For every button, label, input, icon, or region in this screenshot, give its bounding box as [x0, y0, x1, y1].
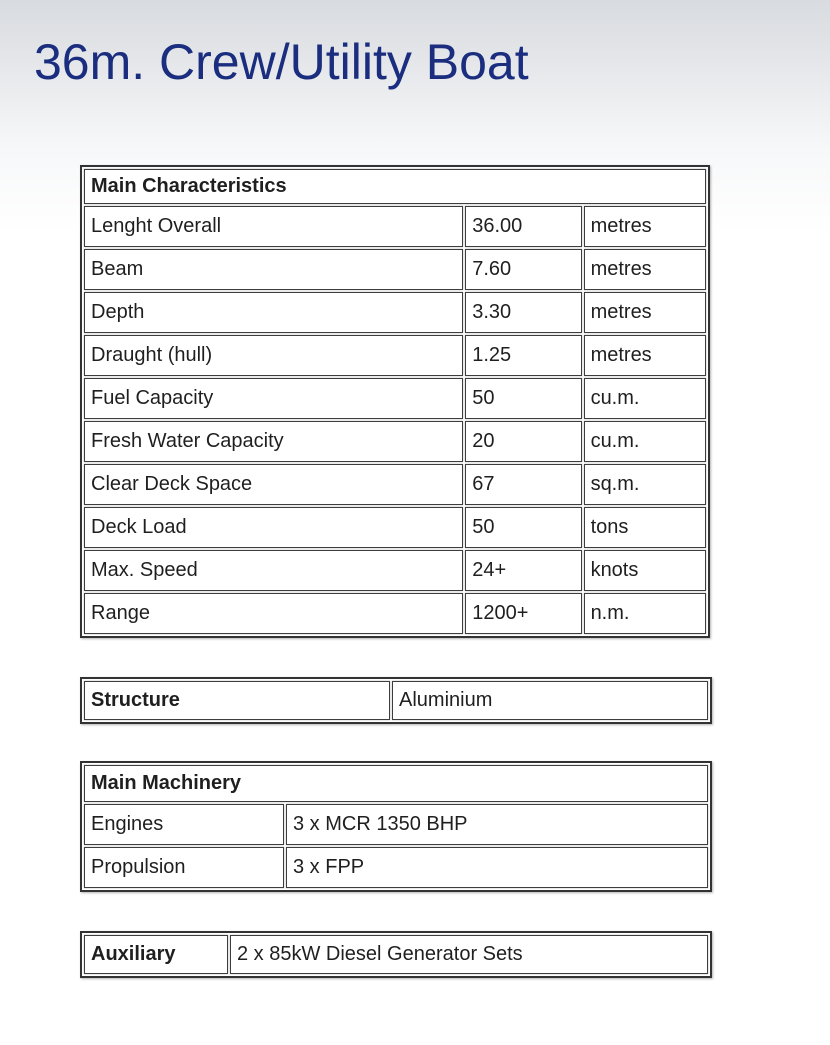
spec-unit: cu.m.: [583, 377, 706, 419]
spec-label: Max. Speed: [84, 549, 464, 591]
spec-label: Engines: [84, 803, 284, 845]
content-area: Main Characteristics Lenght Overall 36.0…: [80, 164, 713, 978]
spec-label: Lenght Overall: [84, 205, 464, 247]
structure-value: Aluminium: [392, 680, 708, 720]
table-row: Lenght Overall 36.00 metres: [84, 205, 706, 247]
spec-label: Fuel Capacity: [84, 377, 464, 419]
spec-value: 67: [465, 463, 582, 505]
auxiliary-table: Auxiliary 2 x 85kW Diesel Generator Sets: [80, 930, 712, 978]
table-header-row: Main Machinery: [84, 764, 709, 802]
spec-unit: cu.m.: [583, 420, 706, 462]
spec-value: 3 x FPP: [286, 846, 709, 888]
spec-unit: tons: [583, 506, 706, 548]
table-row: Fresh Water Capacity 20 cu.m.: [84, 420, 706, 462]
table-row: Structure Aluminium: [84, 680, 708, 720]
spec-value: 24+: [465, 549, 582, 591]
spec-value: 20: [465, 420, 582, 462]
spec-unit: metres: [583, 248, 706, 290]
main-machinery-table: Main Machinery Engines 3 x MCR 1350 BHP …: [80, 760, 713, 892]
table-row: Beam 7.60 metres: [84, 248, 706, 290]
page-title: 36m. Crew/Utility Boat: [34, 34, 529, 90]
table-row: Engines 3 x MCR 1350 BHP: [84, 803, 709, 845]
spec-label: Depth: [84, 291, 464, 333]
table-row: Depth 3.30 metres: [84, 291, 706, 333]
spec-value: 3 x MCR 1350 BHP: [286, 803, 709, 845]
main-characteristics-table: Main Characteristics Lenght Overall 36.0…: [80, 164, 710, 638]
table-row: Propulsion 3 x FPP: [84, 846, 709, 888]
spec-label: Clear Deck Space: [84, 463, 464, 505]
spec-value: 36.00: [465, 205, 582, 247]
structure-label: Structure: [84, 680, 390, 720]
spec-value: 1200+: [465, 592, 582, 634]
table-row: Range 1200+ n.m.: [84, 592, 706, 634]
spec-label: Beam: [84, 248, 464, 290]
spec-unit: metres: [583, 334, 706, 376]
auxiliary-value: 2 x 85kW Diesel Generator Sets: [230, 934, 708, 974]
auxiliary-label: Auxiliary: [84, 934, 228, 974]
spec-unit: metres: [583, 291, 706, 333]
spec-value: 7.60: [465, 248, 582, 290]
spec-label: Draught (hull): [84, 334, 464, 376]
spec-label: Fresh Water Capacity: [84, 420, 464, 462]
structure-table: Structure Aluminium: [80, 676, 712, 724]
spec-unit: metres: [583, 205, 706, 247]
table-row: Fuel Capacity 50 cu.m.: [84, 377, 706, 419]
spec-unit: sq.m.: [583, 463, 706, 505]
main-characteristics-header: Main Characteristics: [84, 168, 706, 204]
spec-label: Range: [84, 592, 464, 634]
spec-unit: n.m.: [583, 592, 706, 634]
table-row: Auxiliary 2 x 85kW Diesel Generator Sets: [84, 934, 708, 974]
spec-value: 1.25: [465, 334, 582, 376]
table-row: Deck Load 50 tons: [84, 506, 706, 548]
main-machinery-header: Main Machinery: [84, 764, 709, 802]
table-header-row: Main Characteristics: [84, 168, 706, 204]
spec-value: 50: [465, 377, 582, 419]
table-row: Max. Speed 24+ knots: [84, 549, 706, 591]
spec-label: Propulsion: [84, 846, 284, 888]
table-row: Clear Deck Space 67 sq.m.: [84, 463, 706, 505]
spec-unit: knots: [583, 549, 706, 591]
spec-value: 50: [465, 506, 582, 548]
table-row: Draught (hull) 1.25 metres: [84, 334, 706, 376]
spec-value: 3.30: [465, 291, 582, 333]
spec-label: Deck Load: [84, 506, 464, 548]
